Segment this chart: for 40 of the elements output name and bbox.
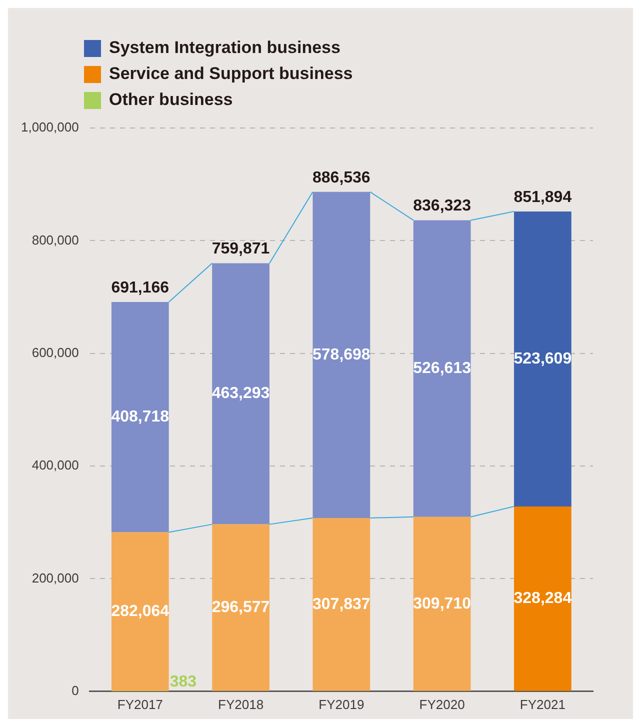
total-label: 886,536 (312, 169, 370, 186)
legend-label: System Integration business (109, 38, 340, 58)
legend-label: Service and Support business (109, 64, 353, 84)
total-label: 836,323 (413, 198, 472, 215)
x-tick-label: FY2019 (318, 696, 364, 712)
x-tick-label: FY2021 (520, 696, 566, 712)
data-label: 307,837 (312, 596, 370, 613)
bar (111, 302, 169, 532)
y-tick-label: 400,000 (32, 458, 79, 473)
bar (212, 524, 270, 691)
legend-label: Other business (109, 90, 233, 110)
data-label: 383 (170, 674, 197, 691)
data-label: 578,698 (312, 346, 370, 364)
bar (312, 192, 370, 518)
data-label: 408,718 (111, 408, 170, 426)
bar (413, 516, 471, 691)
data-label: 309,710 (413, 595, 472, 612)
total-label: 851,894 (514, 188, 572, 206)
bar (413, 220, 471, 517)
bar (312, 518, 370, 691)
data-label: 296,577 (212, 599, 270, 616)
y-tick-label: 800,000 (32, 232, 79, 248)
data-label: 282,064 (111, 603, 170, 620)
data-label: 523,609 (514, 350, 572, 368)
total-label: 691,166 (111, 279, 170, 296)
bar (514, 211, 572, 506)
y-tick-label: 0 (72, 682, 79, 698)
total-label: 759,871 (212, 240, 270, 258)
bar (111, 532, 169, 692)
data-label: 463,293 (212, 385, 270, 402)
data-label: 328,284 (514, 590, 572, 608)
y-tick-label: 1,000,000 (20, 120, 79, 135)
bar (212, 263, 270, 524)
bar (514, 506, 572, 691)
x-tick-label: FY2018 (218, 696, 264, 712)
y-tick-label: 600,000 (32, 344, 79, 360)
data-label: 526,613 (413, 360, 472, 377)
x-tick-label: FY2020 (419, 696, 465, 712)
y-tick-label: 200,000 (32, 570, 79, 586)
x-tick-label: FY2017 (117, 696, 163, 712)
